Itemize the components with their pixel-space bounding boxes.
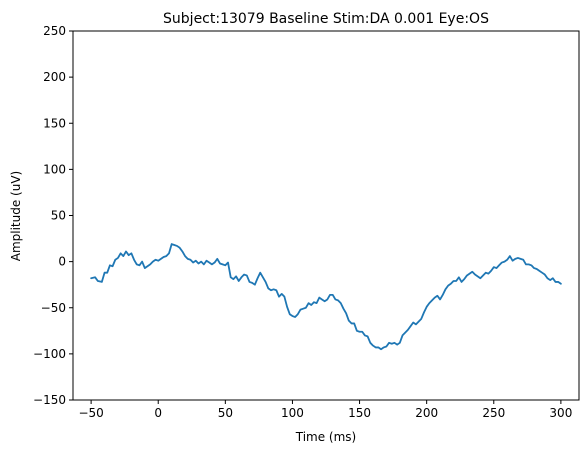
y-tick-label: 50 (51, 209, 66, 223)
y-tick-label: −150 (33, 393, 66, 407)
x-tick-label: 150 (348, 406, 371, 420)
x-tick-label: −50 (78, 406, 103, 420)
chart-title: Subject:13079 Baseline Stim:DA 0.001 Eye… (163, 11, 489, 27)
y-tick-label: 250 (43, 24, 66, 38)
y-tick-label: 100 (43, 162, 66, 176)
x-tick-label: 200 (415, 406, 438, 420)
x-tick-label: 300 (549, 406, 572, 420)
y-tick-label: 150 (43, 116, 66, 130)
x-tick-label: 0 (154, 406, 162, 420)
plot-area-frame (72, 30, 580, 401)
series-line (90, 243, 562, 351)
axis-ticks: −50 0 50 100 150 200 250 300 −150 −100 −50 0 50 100 15… (33, 24, 572, 420)
y-tick-label: 0 (58, 255, 66, 269)
y-tick-label: −50 (41, 301, 66, 315)
x-tick-label: 100 (281, 406, 304, 420)
y-tick-label: 200 (43, 70, 66, 84)
x-axis-label: Time (ms) (295, 430, 357, 444)
y-axis-label: Amplitude (uV) (9, 171, 23, 262)
x-tick-label: 250 (482, 406, 505, 420)
x-tick-label: 50 (218, 406, 233, 420)
y-tick-label: −100 (33, 347, 66, 361)
